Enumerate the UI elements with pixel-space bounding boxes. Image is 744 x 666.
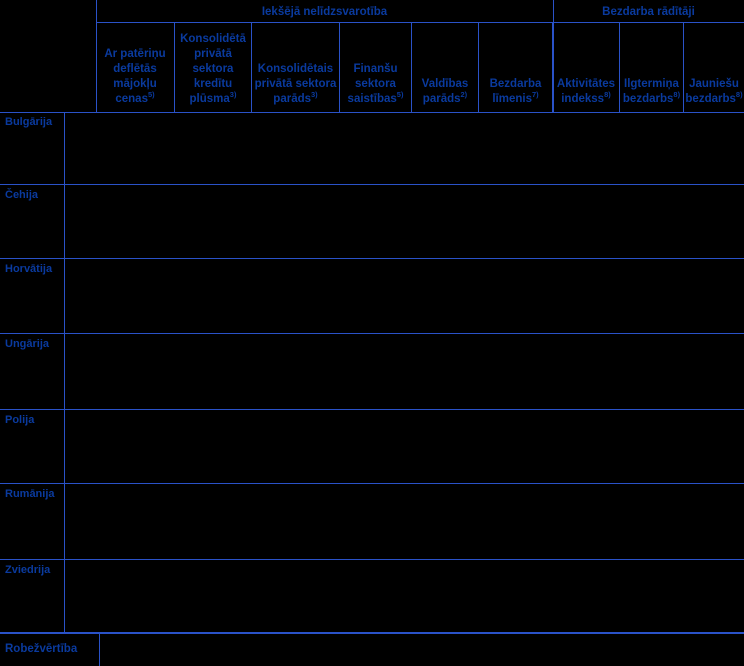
column-header-2: Konsolidētais privātā sektora parāds3) — [252, 23, 340, 112]
column-header-label: Jauniešu bezdarbs8) — [685, 78, 743, 105]
column-header-1: Konsolidētā privātā sektora kredītu plūsma3) — [175, 23, 252, 112]
footnote-marker: 8) — [673, 90, 681, 100]
table-row-1: Čehija — [0, 185, 744, 259]
column-header-6: Aktivitātes indekss8) — [553, 23, 620, 112]
column-header-label: Ilgtermiņa bezdarbs8) — [622, 78, 681, 105]
corner-cell — [0, 0, 96, 112]
column-header-8: Jauniešu bezdarbs8) — [684, 23, 744, 112]
column-header-label: Finanšu sektora saistības5) — [347, 63, 404, 105]
row-label: Polija — [5, 414, 35, 426]
row-label-threshold: Robežvērtība — [5, 643, 78, 655]
column-header-label: Ar patēriņu deflētās mājokļu cenas5) — [104, 48, 166, 105]
grid-vline-header-left — [96, 0, 97, 112]
table-row-0: Bulgārija — [0, 112, 744, 185]
column-header-0: Ar patēriņu deflētās mājokļu cenas5) — [96, 23, 175, 112]
row-label: Ungārija — [5, 338, 50, 350]
footnote-marker: 2) — [460, 90, 468, 100]
grid-vline-group-divider — [553, 0, 554, 112]
grid-hline-above-threshold-row — [0, 633, 744, 634]
footnote-marker: 8) — [604, 90, 611, 100]
grid-hline-header-bottom — [0, 112, 744, 113]
table-row-threshold: Robežvērtība — [0, 633, 744, 666]
row-label: Rumānija — [5, 488, 55, 500]
column-header-7: Ilgtermiņa bezdarbs8) — [620, 23, 684, 112]
grid-hline-under-group-headers — [96, 22, 744, 23]
table-row-4: Polija — [0, 410, 744, 484]
row-label: Zviedrija — [5, 564, 51, 576]
column-header-5: Bezdarba līmenis7) — [479, 23, 553, 112]
group-header-unemployment-indicators: Bezdarba rādītāji — [602, 6, 695, 18]
column-header-4: Valdības parāds2) — [412, 23, 479, 112]
footnote-marker: 5) — [396, 90, 404, 100]
footnote-marker: 5) — [147, 90, 155, 100]
grid-vline-row-label-divider — [64, 112, 65, 633]
column-header-label: Bezdarba līmenis7) — [489, 78, 542, 105]
footnote-marker: 3) — [229, 90, 237, 100]
column-header-3: Finanšu sektora saistības5) — [340, 23, 412, 112]
table-row-6: Zviedrija — [0, 560, 744, 633]
footnote-marker: 7) — [531, 90, 539, 100]
column-header-label: Aktivitātes indekss8) — [556, 78, 616, 105]
column-header-label: Valdības parāds2) — [421, 78, 469, 105]
footnote-marker: 8) — [735, 90, 743, 100]
group-header-internal-imbalance: Iekšējā nelīdzsvarotība — [261, 6, 388, 18]
column-header-label: Konsolidētā privātā sektora kredītu plūsma3) — [180, 33, 246, 105]
column-header-label: Konsolidētais privātā sektora parāds3) — [254, 63, 337, 105]
table-row-3: Ungārija — [0, 334, 744, 410]
row-label: Čehija — [5, 189, 39, 201]
footnote-marker: 3) — [311, 90, 318, 100]
table-row-5: Rumānija — [0, 484, 744, 560]
row-label: Horvātija — [5, 263, 53, 275]
grid-vline-threshold-label-divider — [99, 633, 100, 666]
row-label: Bulgārija — [5, 116, 53, 128]
table-row-2: Horvātija — [0, 259, 744, 334]
